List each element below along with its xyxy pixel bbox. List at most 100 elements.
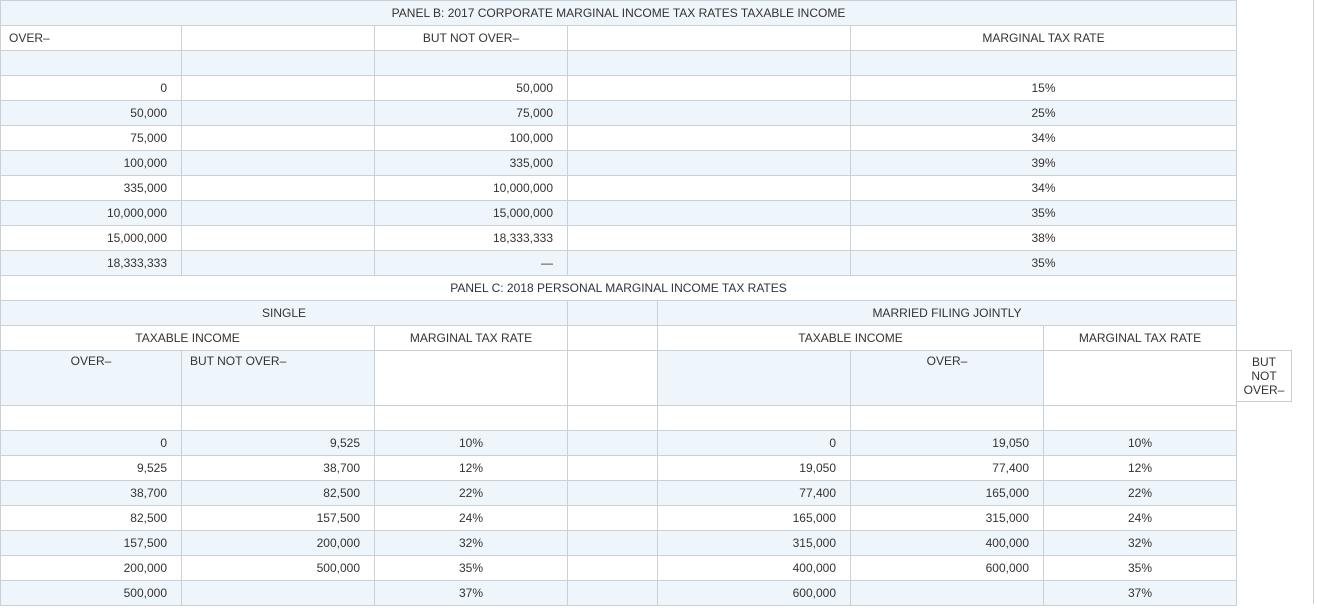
single-but-not-over-header: BUT NOT OVER– <box>181 350 375 406</box>
single-but-not-over-cell: 38,700 <box>181 455 375 481</box>
panel-c-empty-cell <box>567 455 658 481</box>
married-but-not-over-cell: 600,000 <box>850 555 1044 581</box>
panel-b-but-not-over-cell: 10,000,000 <box>374 175 568 201</box>
panel-b-empty-cell <box>181 125 375 151</box>
panel-b-empty-cell <box>567 250 851 276</box>
single-over-cell: 82,500 <box>0 505 182 531</box>
panel-b-empty-cell <box>181 250 375 276</box>
panel-c-row: 82,500 157,500 24% 165,000 315,000 24% <box>0 505 1238 531</box>
panel-c-empty-cell <box>567 580 658 606</box>
single-rate-header: MARGINAL TAX RATE <box>374 325 568 351</box>
married-but-not-over-cell <box>850 580 1044 606</box>
panel-c-empty-cell <box>0 405 182 431</box>
panel-b-empty-cell <box>567 200 851 226</box>
panel-c-empty-cell <box>657 350 851 406</box>
panel-c-empty-cell <box>374 405 568 431</box>
panel-b-empty-header <box>181 25 375 51</box>
panel-b-empty-cell <box>567 150 851 176</box>
panel-b-header-row: OVER– BUT NOT OVER– MARGINAL TAX RATE <box>0 25 1238 51</box>
panel-c-empty-cell <box>567 505 658 531</box>
panel-b-over-cell: 50,000 <box>0 100 182 126</box>
panel-b-row: 0 50,000 15% <box>0 75 1238 101</box>
panel-b-over-cell: 335,000 <box>0 175 182 201</box>
panel-c-empty-cell <box>567 555 658 581</box>
married-rate-cell: 10% <box>1042 430 1238 456</box>
tax-rates-table: PANEL B: 2017 CORPORATE MARGINAL INCOME … <box>0 0 1238 606</box>
panel-c-row: 157,500 200,000 32% 315,000 400,000 32% <box>0 530 1238 556</box>
single-rate-cell: 37% <box>374 580 568 606</box>
panel-b-rate-cell: 39% <box>849 150 1238 176</box>
panel-b-but-not-over-cell: 100,000 <box>374 125 568 151</box>
married-rate-cell: 24% <box>1042 505 1238 531</box>
panel-b-empty-cell <box>567 175 851 201</box>
panel-c-subheader-row: TAXABLE INCOME MARGINAL TAX RATE TAXABLE I… <box>0 325 1238 351</box>
panel-b-over-cell: 100,000 <box>0 150 182 176</box>
table-right-border <box>1313 0 1314 604</box>
single-rate-cell: 22% <box>374 480 568 506</box>
panel-b-row: 100,000 335,000 39% <box>0 150 1238 176</box>
single-over-cell: 200,000 <box>0 555 182 581</box>
married-rate-cell: 32% <box>1042 530 1238 556</box>
single-but-not-over-cell <box>181 580 375 606</box>
panel-b-rate-cell: 35% <box>849 250 1238 276</box>
panel-c-empty-cell <box>374 350 568 406</box>
panel-b-empty-cell <box>181 175 375 201</box>
panel-b-empty-cell <box>181 75 375 101</box>
single-but-not-over-cell: 157,500 <box>181 505 375 531</box>
panel-c-empty-cell <box>1042 350 1238 406</box>
panel-c-empty-cell <box>850 405 1044 431</box>
single-over-header: OVER– <box>0 350 182 406</box>
single-rate-cell: 32% <box>374 530 568 556</box>
single-but-not-over-cell: 500,000 <box>181 555 375 581</box>
panel-c-column-header-row: OVER– BUT NOT OVER– OVER– <box>0 350 1238 406</box>
panel-c-row: 500,000 37% 600,000 37% <box>0 580 1238 606</box>
married-over-cell: 77,400 <box>657 480 851 506</box>
panel-c-empty-cell <box>567 350 658 406</box>
married-but-not-over-cell: 77,400 <box>850 455 1044 481</box>
married-over-cell: 165,000 <box>657 505 851 531</box>
panel-b-row: 18,333,333 — 35% <box>0 250 1238 276</box>
panel-b-empty-cell <box>567 225 851 251</box>
single-rate-cell: 35% <box>374 555 568 581</box>
panel-b-rate-header: MARGINAL TAX RATE <box>849 25 1238 51</box>
panel-b-rate-cell: 38% <box>849 225 1238 251</box>
panel-c-empty-cell <box>657 405 851 431</box>
married-over-header: OVER– <box>850 350 1044 406</box>
single-but-not-over-cell: 9,525 <box>181 430 375 456</box>
panel-b-empty-cell <box>181 225 375 251</box>
married-rate-cell: 37% <box>1042 580 1238 606</box>
panel-c-empty-cell <box>1042 405 1238 431</box>
married-over-cell: 600,000 <box>657 580 851 606</box>
panel-b-rate-cell: 15% <box>849 75 1238 101</box>
panel-b-but-not-over-cell: 18,333,333 <box>374 225 568 251</box>
married-over-cell: 400,000 <box>657 555 851 581</box>
married-but-not-over-cell: 315,000 <box>850 505 1044 531</box>
panel-c-empty-cell <box>567 530 658 556</box>
panel-b-row: 50,000 75,000 25% <box>0 100 1238 126</box>
married-over-cell: 315,000 <box>657 530 851 556</box>
panel-b-rate-cell: 34% <box>849 175 1238 201</box>
panel-b-empty-cell <box>567 125 851 151</box>
single-rate-cell: 24% <box>374 505 568 531</box>
panel-b-but-not-over-cell: — <box>374 250 568 276</box>
single-taxable-income-header: TAXABLE INCOME <box>0 325 375 351</box>
panel-b-row: 15,000,000 18,333,333 38% <box>0 225 1238 251</box>
single-over-cell: 38,700 <box>0 480 182 506</box>
panel-b-row: 10,000,000 15,000,000 35% <box>0 200 1238 226</box>
panel-b-but-not-over-cell: 50,000 <box>374 75 568 101</box>
single-over-cell: 157,500 <box>0 530 182 556</box>
married-but-not-over-cell: 165,000 <box>850 480 1044 506</box>
panel-b-rate-cell: 35% <box>849 200 1238 226</box>
single-over-cell: 500,000 <box>0 580 182 606</box>
panel-b-empty-header-2 <box>567 25 851 51</box>
married-rate-cell: 12% <box>1042 455 1238 481</box>
panel-c-empty-cell <box>567 325 658 351</box>
married-taxable-income-header: TAXABLE INCOME <box>657 325 1044 351</box>
single-over-cell: 9,525 <box>0 455 182 481</box>
married-but-not-over-cell: 400,000 <box>850 530 1044 556</box>
panel-c-empty-cell <box>567 405 658 431</box>
panel-c-empty-cell <box>567 430 658 456</box>
married-rate-header: MARGINAL TAX RATE <box>1042 325 1238 351</box>
married-but-not-over-cell: 19,050 <box>850 430 1044 456</box>
panel-b-empty-cell <box>181 150 375 176</box>
